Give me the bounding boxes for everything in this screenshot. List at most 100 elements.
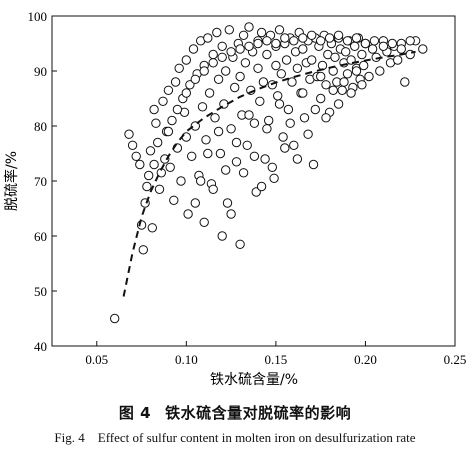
data-points	[110, 22, 428, 324]
data-point	[262, 49, 272, 60]
data-point	[226, 47, 236, 57]
data-point	[181, 55, 192, 65]
data-point	[203, 33, 213, 43]
data-point	[197, 102, 208, 112]
data-point	[337, 85, 347, 96]
data-point	[249, 118, 260, 128]
data-point	[201, 135, 211, 145]
y-tick-label: 40	[34, 339, 47, 354]
data-point	[217, 231, 227, 241]
data-point	[276, 69, 286, 79]
y-tick-label: 90	[34, 64, 47, 79]
data-point	[346, 88, 356, 98]
data-point	[321, 113, 331, 123]
data-point	[208, 184, 218, 195]
data-point	[142, 181, 152, 192]
data-point	[278, 132, 288, 142]
data-point	[169, 195, 179, 206]
data-point	[316, 71, 326, 82]
data-point	[321, 80, 331, 90]
data-point	[185, 80, 195, 90]
data-point	[393, 55, 403, 65]
data-point	[258, 77, 269, 87]
data-point	[357, 80, 367, 90]
data-point	[160, 154, 170, 164]
data-point	[213, 126, 224, 137]
data-point	[149, 104, 159, 115]
data-point	[217, 41, 227, 51]
x-tick-label: 0.20	[354, 352, 377, 367]
data-point	[144, 170, 154, 181]
caption-chinese: 图 4 铁水硫含量对脱硫率的影响	[0, 402, 470, 423]
data-point	[328, 85, 338, 96]
plot-frame	[51, 15, 456, 347]
data-point	[213, 74, 224, 85]
data-point	[273, 91, 283, 101]
y-tick-label: 70	[34, 174, 47, 189]
data-point	[271, 60, 281, 71]
data-point	[342, 69, 353, 79]
data-point	[271, 38, 281, 49]
data-point	[307, 30, 317, 40]
data-point	[158, 96, 168, 107]
data-point	[212, 27, 222, 38]
data-point	[324, 33, 335, 43]
data-point	[174, 63, 184, 74]
data-point	[127, 140, 138, 151]
data-point	[242, 140, 252, 151]
data-point	[396, 44, 406, 54]
data-point	[183, 209, 193, 219]
data-point	[199, 217, 209, 228]
data-point	[235, 239, 245, 250]
data-point	[222, 198, 233, 208]
data-point	[238, 168, 249, 178]
data-point	[307, 55, 317, 65]
data-point	[262, 124, 272, 134]
data-point	[369, 36, 380, 46]
data-point	[274, 25, 285, 35]
data-point	[154, 184, 165, 195]
data-point	[235, 44, 245, 54]
data-point	[264, 115, 274, 126]
data-point	[238, 30, 249, 40]
data-point	[172, 104, 183, 115]
data-point	[287, 77, 297, 87]
data-point	[235, 71, 245, 82]
data-point	[163, 126, 174, 137]
data-point	[165, 162, 175, 173]
data-point	[330, 52, 340, 62]
data-point	[299, 113, 310, 123]
data-point	[262, 36, 272, 46]
y-tick-label: 80	[34, 119, 47, 134]
data-point	[204, 88, 215, 98]
data-point	[249, 151, 260, 162]
data-point	[181, 88, 192, 98]
data-point	[289, 36, 299, 46]
data-point	[351, 33, 362, 43]
data-point	[292, 63, 303, 74]
data-point	[190, 198, 201, 208]
data-point	[251, 187, 261, 197]
data-point	[208, 49, 218, 60]
data-point	[188, 44, 199, 54]
data-point	[244, 22, 254, 32]
x-tick-label: 0.15	[265, 352, 288, 367]
data-point	[292, 154, 303, 164]
data-point	[256, 181, 267, 192]
data-point	[378, 41, 389, 51]
data-point	[203, 148, 213, 159]
x-tick-label: 0.05	[85, 352, 108, 367]
caption-title: 铁水硫含量对脱硫率的影响	[165, 404, 352, 422]
data-point	[350, 41, 360, 51]
data-point	[149, 159, 159, 170]
data-point	[418, 44, 428, 54]
data-point	[138, 245, 149, 255]
data-point	[217, 52, 227, 62]
data-point	[285, 118, 295, 128]
data-point	[274, 99, 285, 109]
y-tick-label: 60	[34, 229, 47, 244]
data-point	[187, 151, 197, 162]
data-point	[208, 58, 218, 68]
data-point	[298, 33, 308, 43]
